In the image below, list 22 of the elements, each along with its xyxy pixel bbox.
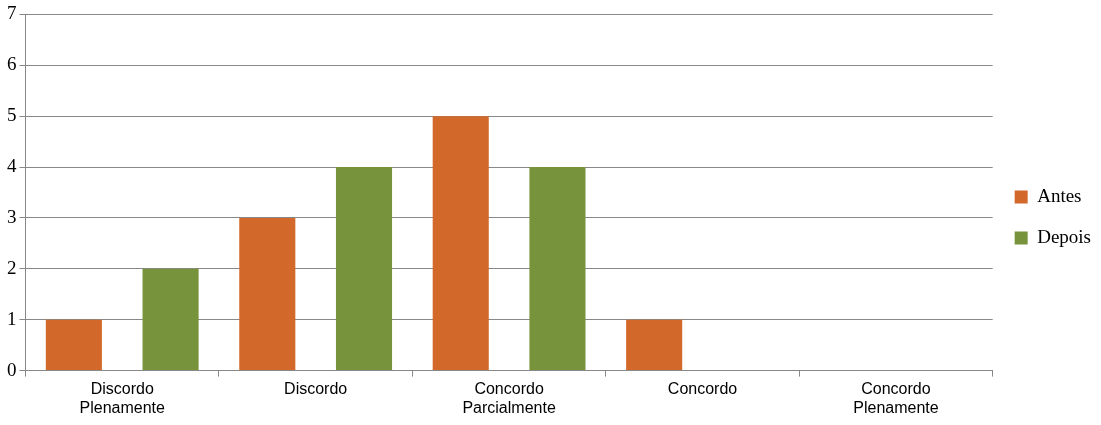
y-tick-label: 5 bbox=[7, 104, 17, 126]
bar bbox=[45, 319, 102, 371]
x-tick-label: Discordo bbox=[284, 379, 348, 397]
x-tick-label: Discordo Plenamente bbox=[79, 379, 166, 416]
bar bbox=[626, 319, 683, 371]
x-tick-label: Concordo Plenamente bbox=[853, 379, 939, 416]
x-tick-label: Concordo Parcialmente bbox=[462, 379, 556, 416]
y-tick-label: 0 bbox=[7, 358, 17, 380]
y-tick-label: 7 bbox=[7, 2, 17, 24]
bar bbox=[142, 268, 199, 371]
y-tick-label: 1 bbox=[7, 307, 17, 329]
x-tick-label: Concordo bbox=[667, 379, 738, 397]
bar bbox=[432, 116, 489, 371]
bar bbox=[239, 217, 296, 371]
y-tick-label: 2 bbox=[7, 256, 17, 278]
y-tick-label: 6 bbox=[7, 53, 17, 75]
y-tick-label: 4 bbox=[7, 155, 17, 177]
y-tick-label: 3 bbox=[7, 205, 17, 227]
bar bbox=[529, 167, 586, 371]
legend-label: Depois bbox=[1037, 225, 1091, 247]
legend-label: Antes bbox=[1037, 184, 1082, 206]
bar bbox=[335, 167, 393, 371]
